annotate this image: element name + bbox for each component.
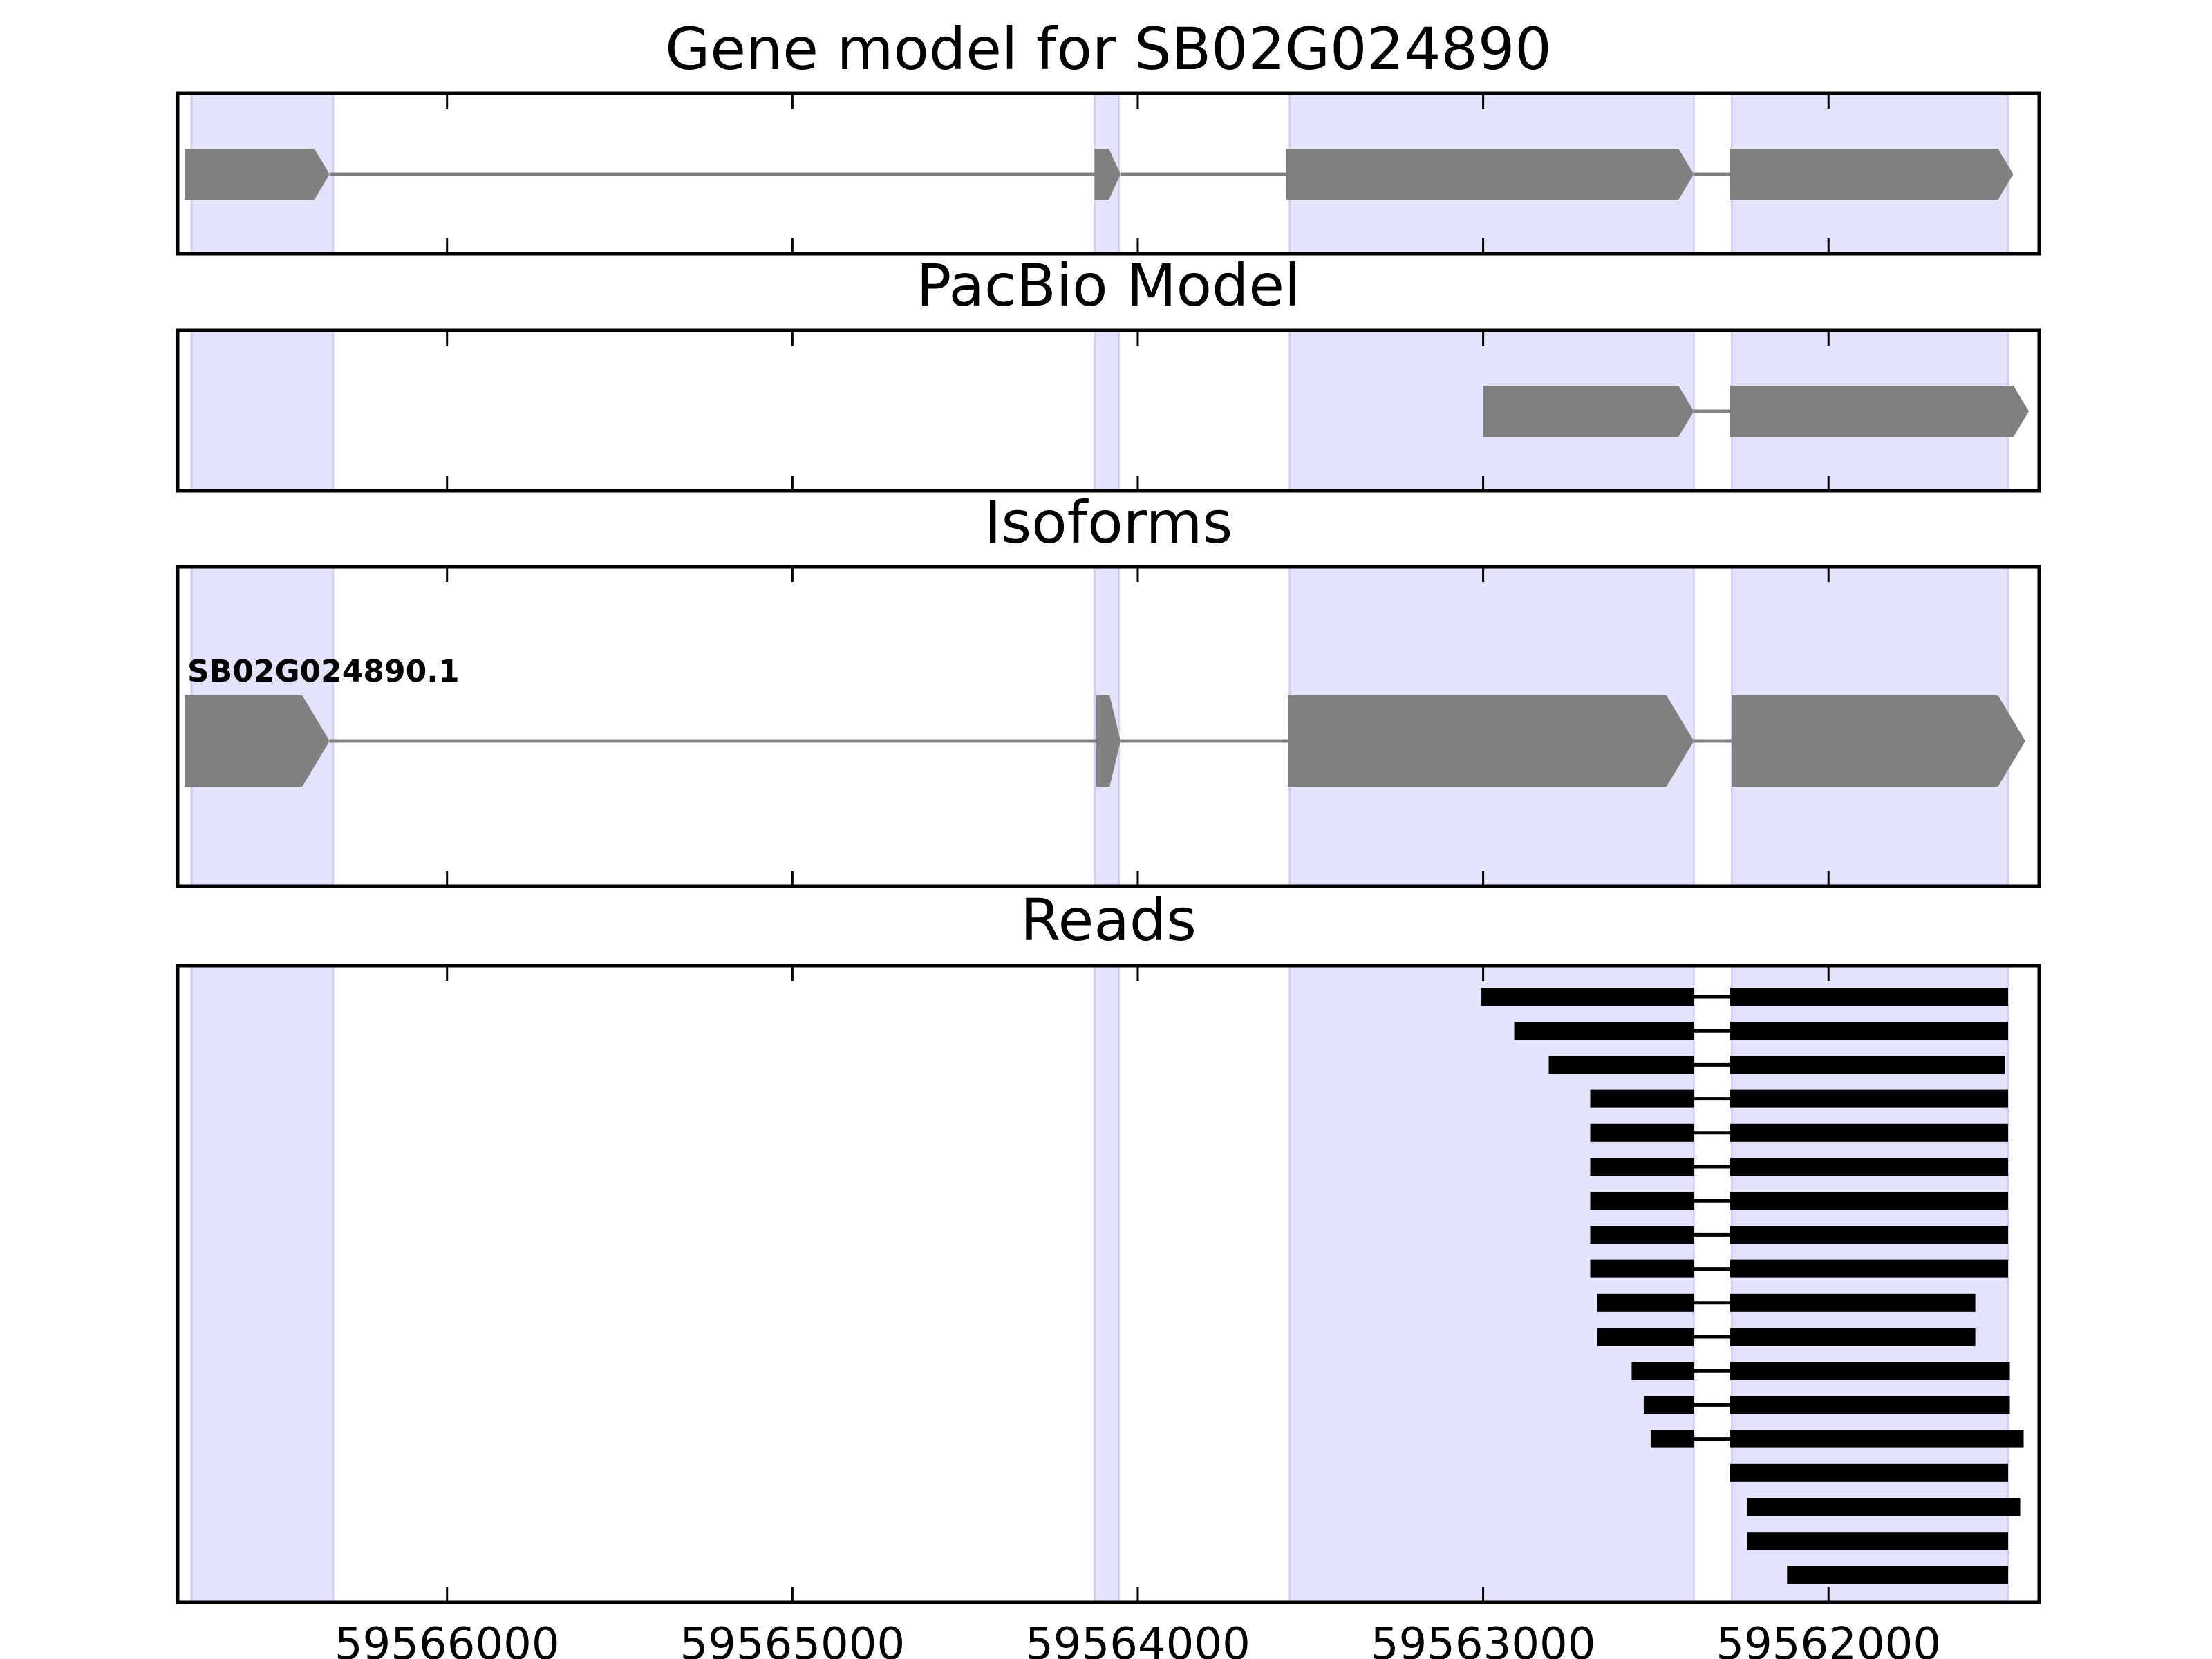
highlight-region [1094, 329, 1120, 492]
highlight-region [1094, 964, 1120, 1604]
read-segment [1643, 1396, 1694, 1414]
read-segment [1730, 1259, 2009, 1278]
exon-block [184, 695, 330, 787]
gene-model-panel: Gene model for SB02G024890 [176, 15, 2041, 256]
read-segment [1747, 1532, 2009, 1550]
pacbio-model-title: PacBio Model [917, 252, 1301, 319]
x-tick-label: 59562000 [1716, 1619, 1941, 1659]
read-segment [1730, 1362, 2010, 1380]
highlight-region [190, 964, 335, 1604]
read-segment [1730, 1430, 2024, 1448]
read-segment [1650, 1430, 1694, 1448]
exon-block [1096, 695, 1121, 787]
reads-axes-frame [176, 964, 2041, 1604]
panels-root: Gene model for SB02G024890 PacBio Model Is… [176, 15, 2041, 1659]
read-segment [1590, 1123, 1694, 1142]
read-segment [1730, 1328, 1976, 1346]
read-segment [1730, 1089, 2009, 1108]
exon-block [1730, 386, 2030, 437]
read-segment [1730, 988, 2009, 1006]
pacbio-model-panel: PacBio Model [176, 252, 2041, 493]
read-segment [1590, 1226, 1694, 1244]
exon-block [1732, 695, 2026, 787]
read-segment [1787, 1566, 2009, 1584]
gene-model-title: Gene model for SB02G024890 [665, 15, 1551, 83]
read-segment [1730, 1022, 2009, 1040]
x-tick-label: 59566000 [335, 1619, 560, 1659]
read-segment [1730, 1056, 2005, 1074]
read-segment [1590, 1192, 1694, 1210]
isoforms-axes-frame [176, 565, 2041, 888]
read-segment [1730, 1396, 2010, 1414]
x-tick-label: 59565000 [679, 1619, 905, 1659]
isoforms-title: Isoforms [984, 489, 1233, 556]
read-segment [1590, 1259, 1694, 1278]
reads-panel: Reads 59566000 59565000 59564000 59563000 595… [176, 886, 2041, 1659]
gene-model-axes-frame [176, 91, 2041, 256]
read-segment [1481, 988, 1694, 1006]
isoforms-panel: Isoforms SB02G024890.1 [176, 489, 2041, 888]
highlight-region [190, 329, 335, 492]
exon-block [1483, 386, 1694, 437]
read-segment [1631, 1362, 1694, 1380]
read-segment [1730, 1463, 2009, 1482]
isoform-label: SB02G024890.1 [187, 654, 460, 689]
read-segment [1730, 1226, 2009, 1244]
read-segment [1590, 1089, 1694, 1108]
exon-block [1286, 149, 1694, 200]
exon-block [1288, 695, 1694, 787]
x-tick-label: 59563000 [1371, 1619, 1596, 1659]
pacbio-model-axes-frame [176, 328, 2041, 493]
read-segment [1514, 1022, 1694, 1040]
read-segment [1597, 1328, 1694, 1346]
read-segment [1590, 1158, 1694, 1176]
read-segment [1730, 1158, 2009, 1176]
x-tick-label: 59564000 [1025, 1619, 1250, 1659]
read-segment [1730, 1123, 2009, 1142]
read-segment [1597, 1293, 1694, 1312]
read-segment [1730, 1192, 2009, 1210]
exon-block [184, 149, 330, 200]
read-segment [1730, 1293, 1976, 1312]
exon-block [1094, 149, 1121, 200]
reads-title: Reads [1020, 886, 1197, 954]
exon-block [1730, 149, 2014, 200]
read-segment [1548, 1056, 1694, 1074]
read-segment [1747, 1498, 2021, 1516]
